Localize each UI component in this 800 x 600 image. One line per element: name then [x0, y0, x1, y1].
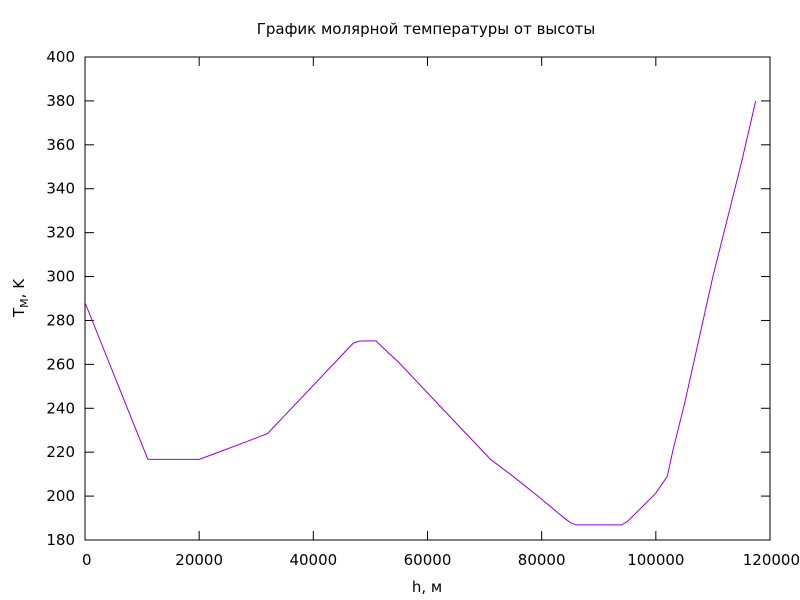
y-axis-label: TM, K [10, 278, 31, 318]
x-tick-label: 0 [82, 551, 92, 569]
y-axis-label-subscript: M [18, 298, 31, 308]
x-tick-label: 120000 [743, 551, 800, 569]
chart-title: График молярной температуры от высоты [257, 20, 596, 38]
y-tick-label: 200 [46, 487, 75, 505]
x-tick-label: 20000 [175, 551, 223, 569]
y-tick-label: 400 [46, 48, 75, 66]
y-tick-label: 240 [46, 399, 75, 417]
y-tick-label: 340 [46, 180, 75, 198]
series-line [84, 100, 757, 526]
y-tick-label: 360 [46, 136, 75, 154]
y-tick-label: 180 [46, 531, 75, 549]
y-tick-label: 280 [46, 311, 75, 329]
x-tick-label: 40000 [289, 551, 337, 569]
x-axis-label: h, м [412, 578, 442, 596]
y-tick-label: 260 [46, 355, 75, 373]
x-tick-label: 100000 [627, 551, 684, 569]
y-tick-label: 300 [46, 268, 75, 286]
x-tick-label: 60000 [404, 551, 452, 569]
y-tick-label: 320 [46, 224, 75, 242]
y-tick-label: 220 [46, 443, 75, 461]
y-axis-label-main: T [10, 307, 28, 318]
y-axis-label-suffix: , K [10, 278, 28, 299]
y-tick-label: 380 [46, 92, 75, 110]
x-tick-label: 80000 [518, 551, 566, 569]
plot-frame [84, 56, 771, 541]
x-axis-ticks: 0 20000 40000 60000 80000 100000 120000 [82, 57, 800, 569]
y-axis-ticks: 180 200 220 240 260 280 300 320 340 360 380 400 [46, 48, 770, 549]
